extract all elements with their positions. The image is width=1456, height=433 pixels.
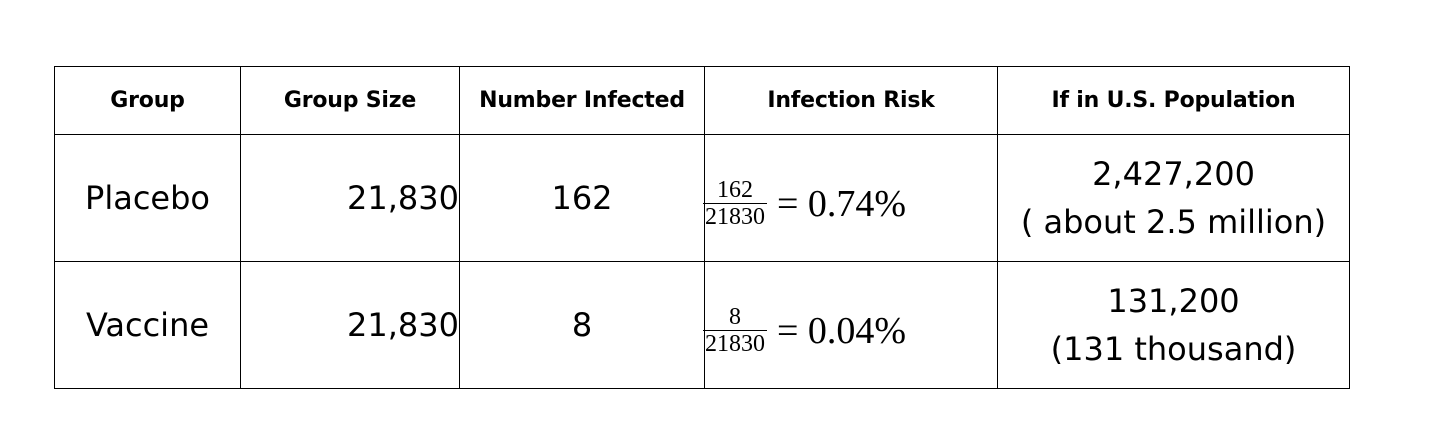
population-approx: (131 thousand)	[1050, 330, 1297, 368]
header-group: Group	[54, 66, 241, 135]
risk-result: = 0.74%	[777, 182, 907, 225]
fraction-denominator: 21830	[705, 204, 765, 230]
cell-number-infected: 8	[459, 261, 705, 389]
fraction-denominator: 21830	[705, 331, 765, 357]
risk-formula: 8 21830 = 0.04%	[703, 305, 907, 357]
header-number-infected: Number Infected	[459, 66, 705, 135]
risk-result: = 0.04%	[777, 309, 907, 352]
cell-group: Vaccine	[54, 261, 241, 389]
header-us-population: If in U.S. Population	[997, 66, 1350, 135]
cell-group: Placebo	[54, 134, 241, 262]
risk-formula: 162 21830 = 0.74%	[703, 178, 907, 230]
infection-risk-table: Group Group Size Number Infected Infecti…	[54, 66, 1350, 389]
cell-infection-risk: 162 21830 = 0.74%	[703, 134, 998, 262]
cell-group-size: 21,830	[240, 261, 460, 389]
header-row: Group Group Size Number Infected Infecti…	[54, 66, 1350, 135]
population-value: 131,200	[1107, 282, 1240, 320]
fraction-numerator: 162	[703, 178, 767, 204]
population-value: 2,427,200	[1092, 155, 1255, 193]
cell-number-infected: 162	[459, 134, 705, 262]
cell-us-population: 2,427,200 ( about 2.5 million)	[997, 134, 1350, 262]
population-approx: ( about 2.5 million)	[1020, 203, 1327, 241]
risk-fraction: 8 21830	[703, 305, 767, 357]
risk-fraction: 162 21830	[703, 178, 767, 230]
header-infection-risk: Infection Risk	[704, 66, 998, 135]
cell-group-size: 21,830	[240, 134, 460, 262]
table-row-placebo: Placebo 21,830 162 162 21830 = 0.74% 2,4…	[54, 134, 1350, 262]
cell-us-population: 131,200 (131 thousand)	[997, 261, 1350, 389]
fraction-numerator: 8	[703, 305, 767, 331]
cell-infection-risk: 8 21830 = 0.04%	[703, 261, 998, 389]
table-row-vaccine: Vaccine 21,830 8 8 21830 = 0.04% 131,200…	[54, 261, 1350, 389]
header-group-size: Group Size	[240, 66, 460, 135]
